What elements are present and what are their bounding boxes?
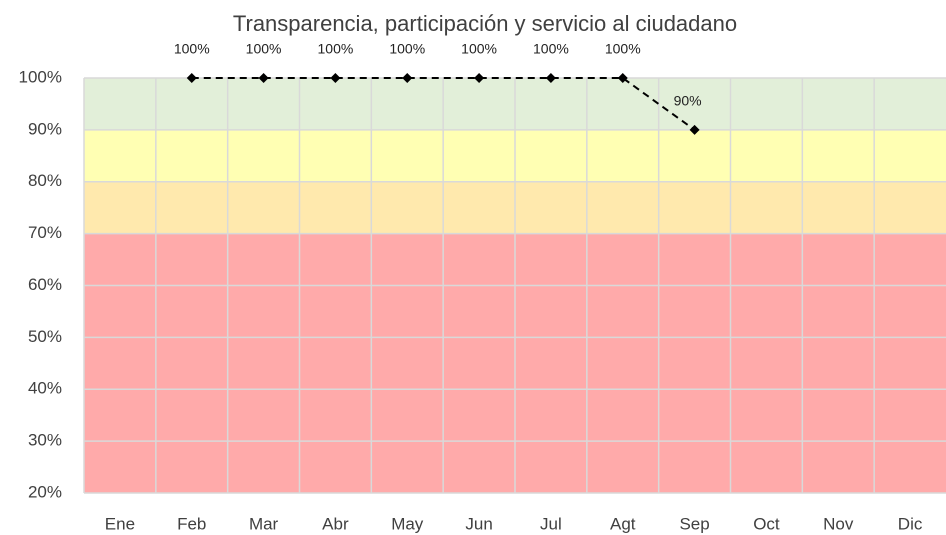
chart-title: Transparencia, participación y servicio …	[233, 11, 737, 36]
y-tick-label: 60%	[28, 275, 62, 294]
x-tick-label: Jun	[465, 514, 492, 533]
data-label: 100%	[533, 41, 569, 57]
y-tick-label: 70%	[28, 223, 62, 242]
x-tick-label: Mar	[249, 514, 279, 533]
y-tick-label: 90%	[28, 119, 62, 138]
x-tick-label: Abr	[322, 514, 349, 533]
data-label: 100%	[605, 41, 641, 57]
point-marker	[330, 73, 341, 83]
data-label: 100%	[389, 41, 425, 57]
point-marker	[617, 73, 628, 83]
x-tick-label: Ene	[105, 514, 135, 533]
x-tick-label: May	[391, 514, 424, 533]
y-tick-label: 50%	[28, 327, 62, 346]
x-tick-label: Oct	[753, 514, 780, 533]
point-marker	[402, 73, 413, 83]
point-marker	[474, 73, 485, 83]
x-tick-label: Feb	[177, 514, 206, 533]
y-tick-label: 40%	[28, 379, 62, 398]
x-tick-label: Nov	[823, 514, 854, 533]
point-marker	[186, 73, 197, 83]
y-tick-label: 20%	[28, 482, 62, 501]
point-marker	[258, 73, 269, 83]
data-label: 100%	[461, 41, 497, 57]
data-label: 90%	[674, 93, 702, 109]
y-tick-label: 30%	[28, 431, 62, 450]
data-label: 100%	[246, 41, 282, 57]
point-marker	[689, 124, 700, 135]
y-tick-label: 100%	[19, 67, 62, 86]
data-label: 100%	[318, 41, 354, 57]
x-tick-label: Dic	[898, 514, 923, 533]
x-tick-label: Agt	[610, 514, 636, 533]
x-tick-label: Jul	[540, 514, 562, 533]
y-tick-label: 80%	[28, 171, 62, 190]
x-tick-label: Sep	[679, 514, 709, 533]
data-label: 100%	[174, 41, 210, 57]
point-marker	[545, 73, 556, 83]
